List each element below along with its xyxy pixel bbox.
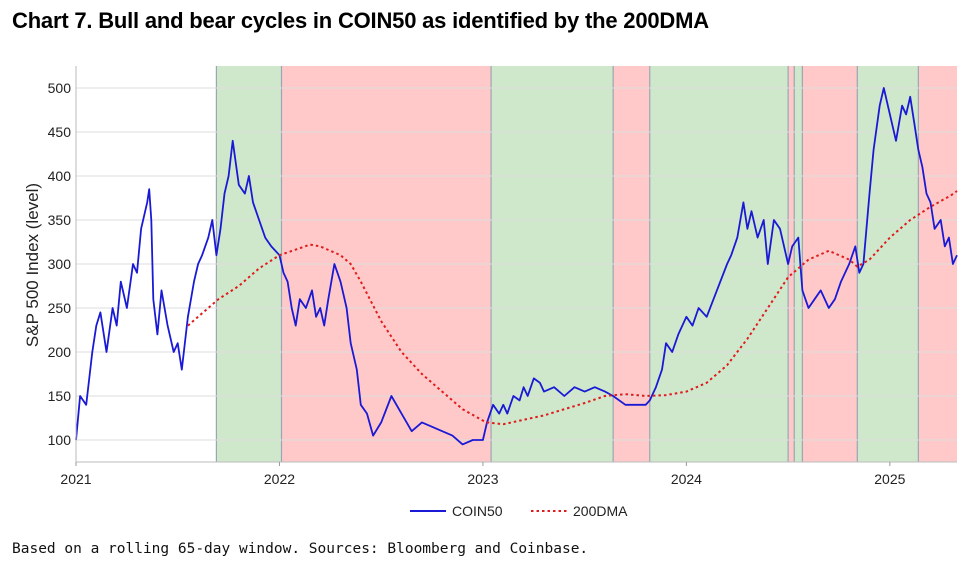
- y-tick-label: 450: [48, 124, 72, 140]
- y-tick-label: 400: [48, 168, 72, 184]
- y-tick-label: 300: [48, 256, 72, 272]
- legend-label: COIN50: [452, 503, 503, 519]
- legend-label: 200DMA: [573, 503, 628, 519]
- y-axis-label: S&P 500 Index (level): [23, 183, 42, 347]
- y-tick-label: 250: [48, 300, 72, 316]
- y-tick-label: 350: [48, 212, 72, 228]
- x-tick-label: 2023: [467, 471, 498, 487]
- y-tick-label: 100: [48, 432, 72, 448]
- x-tick-label: 2024: [671, 471, 702, 487]
- y-tick-label: 150: [48, 388, 72, 404]
- x-tick-label: 2025: [874, 471, 905, 487]
- series-line-coin50: [75, 87, 958, 446]
- legend: COIN50 200DMA: [410, 503, 628, 519]
- series-line-200dma: [187, 190, 958, 426]
- series-lines: [75, 87, 958, 446]
- y-tick-label: 500: [48, 80, 72, 96]
- gridlines: [76, 87, 957, 441]
- line-chart: 100 150 200 250 300 350 400 450 500 2021 2022 2023 2…: [23, 66, 958, 519]
- chart-title: Chart 7. Bull and bear cycles in COIN50 …: [12, 8, 709, 33]
- x-tick-label: 2021: [60, 471, 91, 487]
- footnote: Based on a rolling 65-day window. Source…: [12, 541, 589, 557]
- axes: 100 150 200 250 300 350 400 450 500 2021 2022 2023 2…: [48, 66, 957, 487]
- y-tick-label: 200: [48, 344, 72, 360]
- x-tick-label: 2022: [264, 471, 295, 487]
